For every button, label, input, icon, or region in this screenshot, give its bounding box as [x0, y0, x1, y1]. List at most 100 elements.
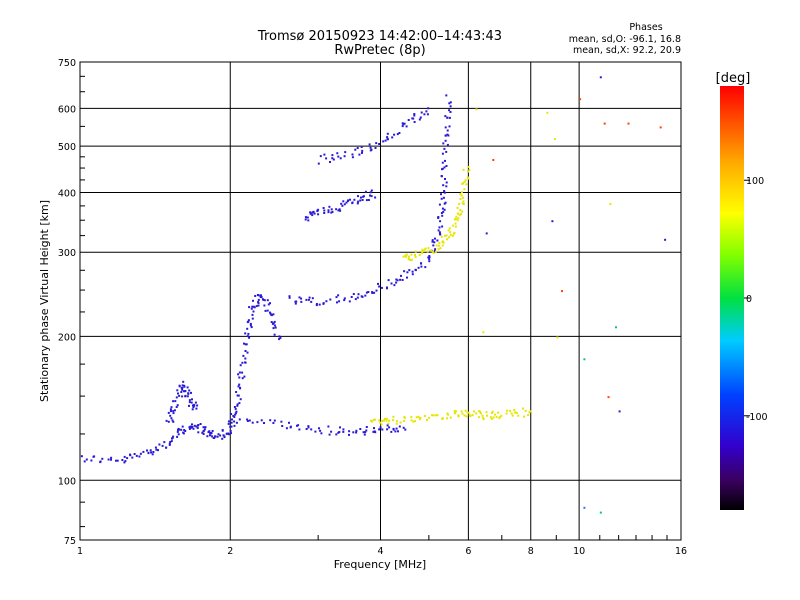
data-point: [83, 460, 86, 463]
data-point: [459, 209, 462, 212]
stats-o-mode: mean, sd,O: -96.1, 16.8: [569, 34, 681, 45]
data-point: [312, 210, 315, 213]
data-point: [422, 250, 425, 253]
data-point: [445, 185, 448, 188]
data-point: [362, 195, 365, 198]
data-point: [438, 226, 441, 229]
data-point: [365, 291, 368, 294]
x-axis-label: Frequency [MHz]: [334, 558, 426, 571]
data-point: [300, 300, 303, 303]
data-point: [197, 431, 200, 434]
data-point: [367, 291, 370, 293]
data-point: [351, 153, 354, 156]
data-point: [296, 424, 298, 427]
data-point: [189, 425, 192, 428]
data-point: [412, 420, 415, 423]
data-point: [195, 425, 198, 428]
data-point: [410, 419, 413, 422]
data-point: [410, 253, 413, 256]
data-point: [320, 432, 323, 435]
data-point: [235, 391, 238, 393]
data-point: [471, 414, 474, 417]
data-point: [338, 300, 341, 303]
data-point: [327, 211, 330, 214]
data-point: [251, 305, 254, 308]
data-point: [244, 343, 247, 346]
data-point: [514, 411, 517, 414]
data-point: [230, 421, 233, 424]
data-point: [270, 314, 273, 317]
data-point: [355, 431, 358, 434]
data-point: [435, 244, 438, 247]
data-point: [167, 411, 170, 414]
data-point: [149, 449, 152, 452]
data-point: [485, 411, 488, 414]
data-point: [515, 412, 518, 414]
data-point: [279, 336, 282, 339]
data-point: [468, 414, 471, 417]
data-point: [445, 234, 448, 237]
data-point: [227, 420, 230, 423]
y-tick-label: 750: [58, 58, 76, 69]
data-point: [348, 433, 350, 436]
data-point: [294, 302, 297, 305]
data-point: [188, 399, 191, 402]
data-point: [222, 434, 225, 437]
data-point: [464, 179, 467, 182]
data-point: [190, 391, 192, 394]
data-point: [378, 285, 381, 288]
data-point: [329, 161, 331, 163]
data-point: [444, 178, 446, 180]
data-point: [449, 231, 452, 234]
data-point: [428, 260, 431, 263]
data-point: [247, 319, 250, 322]
data-point: [418, 418, 421, 421]
y-tick-label: 400: [58, 188, 76, 199]
data-point: [460, 410, 463, 413]
data-point: [170, 417, 173, 420]
data-point: [300, 297, 303, 300]
x-tick-label: 6: [465, 546, 471, 557]
data-point: [364, 294, 367, 297]
data-point: [401, 122, 404, 125]
data-point: [135, 454, 138, 457]
data-point: [252, 310, 255, 313]
data-point: [251, 317, 254, 320]
data-point: [407, 257, 410, 260]
data-point: [395, 281, 398, 284]
data-point: [273, 333, 276, 336]
data-point: [288, 421, 290, 424]
data-point: [191, 423, 193, 426]
data-point: [468, 168, 471, 171]
data-point: [359, 428, 362, 430]
data-point: [194, 401, 197, 404]
data-point: [497, 411, 500, 414]
data-point: [438, 203, 441, 206]
data-point: [346, 200, 349, 203]
data-point: [467, 170, 469, 173]
data-point: [178, 394, 181, 397]
data-point: [167, 420, 170, 423]
data-point: [447, 413, 449, 416]
data-point: [350, 296, 353, 298]
data-point: [176, 430, 179, 433]
data-point: [199, 423, 202, 425]
data-point: [378, 143, 381, 145]
data-point: [423, 415, 426, 417]
data-point: [239, 364, 242, 367]
data-point: [407, 119, 410, 121]
data-point: [379, 421, 382, 424]
data-point: [251, 313, 254, 316]
data-point: [238, 402, 241, 405]
data-point: [152, 451, 155, 453]
data-point: [436, 414, 439, 417]
data-point: [115, 459, 117, 462]
data-point: [182, 432, 185, 435]
data-point: [430, 249, 432, 252]
data-point: [388, 426, 391, 429]
data-point: [229, 429, 232, 432]
x-tick-labels: 1 2 4 6 8 10 16: [77, 546, 687, 557]
data-point: [180, 391, 183, 393]
data-point: [384, 417, 386, 420]
data-point: [234, 412, 237, 415]
